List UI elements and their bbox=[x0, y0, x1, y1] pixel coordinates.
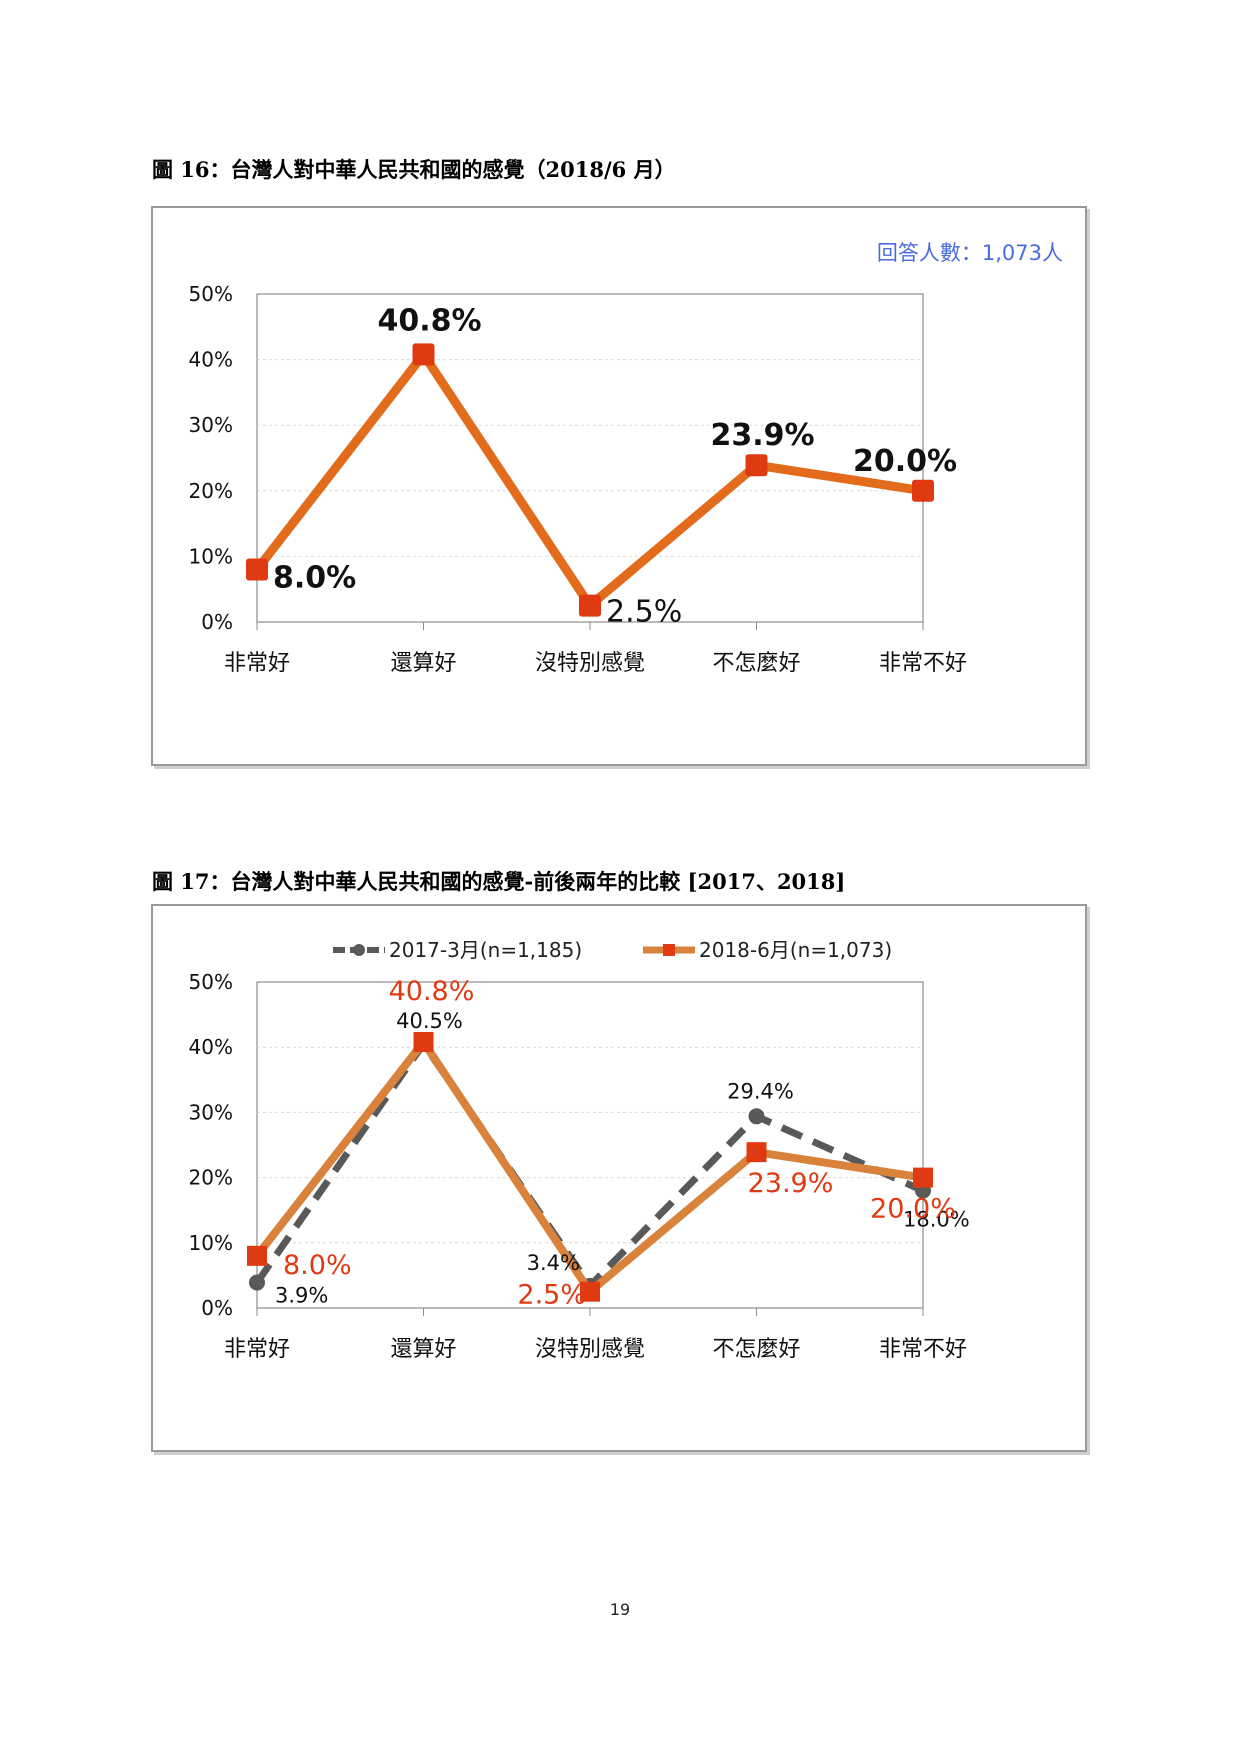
legend-2018-label: 2018-6月(n=1,073) bbox=[699, 938, 892, 962]
series-2018-data-label: 8.0% bbox=[283, 1250, 352, 1281]
x-tick-label: 非常好 bbox=[224, 1337, 290, 1362]
legend-2017-label: 2017-3月(n=1,185) bbox=[389, 938, 582, 962]
series-2017-marker bbox=[748, 1108, 765, 1125]
data-point-marker bbox=[579, 594, 601, 617]
y-tick-label: 10% bbox=[189, 1231, 233, 1255]
legend-2017-marker bbox=[353, 944, 365, 956]
series-2018-marker bbox=[413, 1031, 434, 1052]
series-2018-marker bbox=[580, 1281, 600, 1302]
series-2018-data-label: 20.0% bbox=[870, 1194, 956, 1225]
data-point-marker bbox=[412, 343, 435, 366]
y-tick-label: 0% bbox=[201, 1296, 233, 1320]
data-point-marker bbox=[912, 479, 934, 502]
chart-16-svg: 0% 10% 20% 30% 40% 50% 非常好 還算好 沒特別感覺 不怎麼好 非常不好 回答人數… bbox=[189, 241, 1063, 676]
series-line bbox=[253, 349, 924, 611]
legend-2018-marker bbox=[663, 944, 675, 956]
series-2018-data-label: 40.8% bbox=[389, 976, 475, 1007]
series-2018-data-label: 2.5% bbox=[517, 1280, 586, 1311]
page-number: 19 bbox=[609, 1600, 631, 1619]
x-tick-label: 非常好 bbox=[224, 651, 290, 676]
series-2017-data-label: 3.9% bbox=[275, 1284, 328, 1308]
y-tick-label: 30% bbox=[189, 413, 233, 437]
series-2017-data-label: 29.4% bbox=[727, 1079, 794, 1103]
respondents-note: 回答人數：1,073人 bbox=[877, 241, 1063, 265]
chart-16-frame: 0% 10% 20% 30% 40% 50% 非常好 還算好 沒特別感覺 不怎麼好 非常不好 回答人數… bbox=[151, 206, 1087, 766]
y-tick-label: 40% bbox=[189, 348, 233, 372]
data-point-marker bbox=[745, 454, 768, 477]
series-2018-line bbox=[253, 1037, 924, 1296]
data-point-marker bbox=[246, 558, 268, 581]
series-2017-marker bbox=[249, 1274, 265, 1291]
x-tick-label: 還算好 bbox=[390, 1337, 456, 1362]
series-2017-data-label: 3.4% bbox=[527, 1251, 580, 1275]
x-tick-label: 非常不好 bbox=[879, 651, 967, 676]
y-tick-label: 0% bbox=[201, 610, 233, 634]
y-tick-label: 20% bbox=[189, 479, 233, 503]
series-2018-data-label: 23.9% bbox=[748, 1168, 834, 1199]
x-tick-label: 不怎麼好 bbox=[712, 651, 800, 676]
x-tick-label: 沒特別感覺 bbox=[535, 1337, 645, 1362]
chart-17-frame: 0% 10% 20% 30% 40% 50% 非常好 還算好 沒特別感覺 不怎麼好 非常不好 2017… bbox=[151, 904, 1087, 1452]
y-tick-label: 40% bbox=[189, 1035, 233, 1059]
x-tick-label: 沒特別感覺 bbox=[535, 651, 645, 676]
y-tick-label: 10% bbox=[189, 544, 233, 568]
series-2018-marker bbox=[746, 1142, 767, 1163]
x-tick-label: 還算好 bbox=[390, 651, 456, 676]
series-2017-data-label: 40.5% bbox=[396, 1009, 463, 1033]
data-label: 20.0% bbox=[853, 444, 957, 479]
y-tick-label: 50% bbox=[189, 282, 233, 306]
figure-17-title: 圖 17：台灣人對中華人民共和國的感覺-前後兩年的比較 [2017、2018] bbox=[152, 869, 846, 894]
data-label: 23.9% bbox=[710, 418, 814, 453]
series-2018-marker bbox=[247, 1245, 267, 1266]
x-tick-label: 不怎麼好 bbox=[712, 1337, 800, 1362]
chart-17-svg: 0% 10% 20% 30% 40% 50% 非常好 還算好 沒特別感覺 不怎麼好 非常不好 2017… bbox=[189, 938, 970, 1362]
plot-area bbox=[256, 293, 924, 623]
y-tick-label: 50% bbox=[189, 970, 233, 994]
series-2018-marker bbox=[913, 1167, 933, 1188]
data-label: 2.5% bbox=[606, 595, 682, 630]
figure-16-title: 圖 16：台灣人對中華人民共和國的感覺（2018/6 月） bbox=[152, 157, 676, 182]
data-label: 8.0% bbox=[273, 561, 356, 596]
series-2017-data-label: 18.0% bbox=[903, 1208, 970, 1232]
data-label: 40.8% bbox=[377, 303, 481, 338]
y-tick-label: 20% bbox=[189, 1166, 233, 1190]
y-tick-label: 30% bbox=[189, 1100, 233, 1124]
x-tick-label: 非常不好 bbox=[879, 1337, 967, 1362]
